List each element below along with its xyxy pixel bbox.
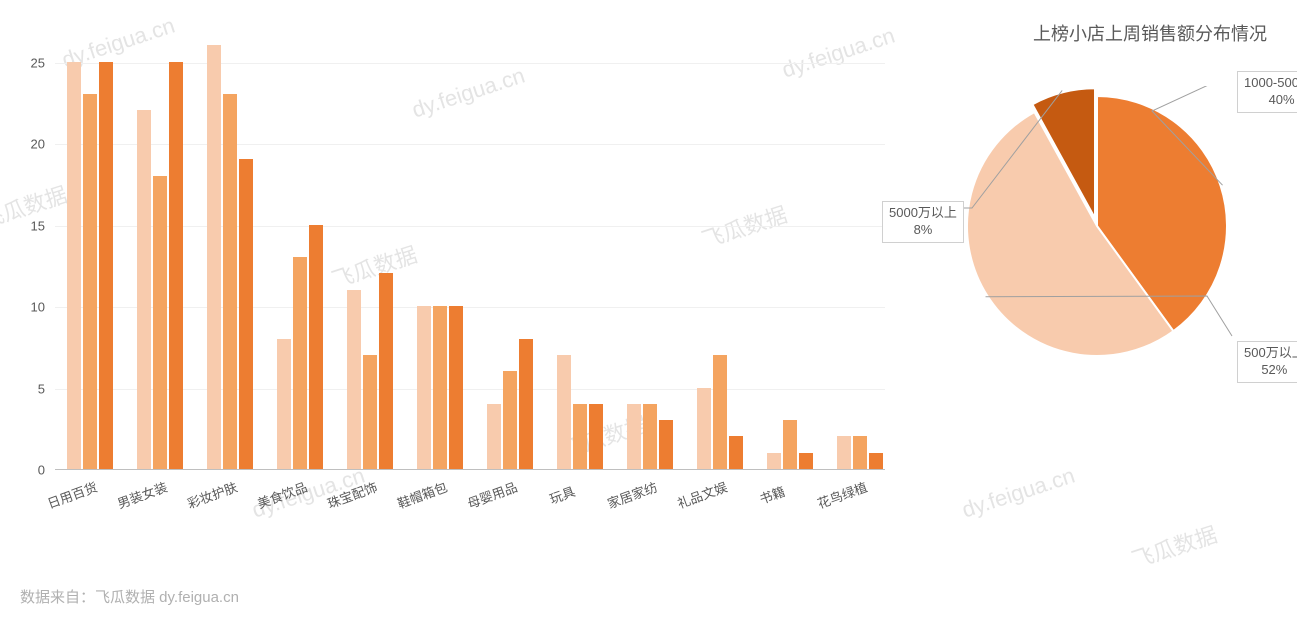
bar [207,45,221,469]
bar [869,453,883,469]
footer-attribution: 数据来自：飞瓜数据 dy.feigua.cn [20,586,239,607]
bar [153,176,167,469]
bar [449,306,463,469]
y-tick: 5 [38,381,45,396]
bar [837,436,851,469]
bar [169,62,183,469]
bar [799,453,813,469]
bar [137,110,151,469]
bar [433,306,447,469]
bar [643,404,657,469]
bar [99,62,113,469]
bar-group [347,273,393,469]
plot-area [55,30,885,470]
bar [223,94,237,469]
bar [487,404,501,469]
x-label: 彩妆护肤 [184,477,239,513]
bar-group [277,225,323,469]
bar [853,436,867,469]
x-label: 母婴用品 [464,477,519,513]
bar-group [487,339,533,469]
x-label: 花鸟绿植 [814,477,869,513]
bar [379,273,393,469]
x-label: 礼品文娱 [674,477,729,513]
bar [697,388,711,469]
bar-group [207,45,253,469]
pie-slice-label: 500万以上52% [1237,341,1297,383]
bar-group [137,62,183,469]
pie-chart: 1000-5000万40%500万以上52%5000万以上8% [957,86,1237,366]
bar [83,94,97,469]
bar [347,290,361,469]
bar [589,404,603,469]
bar-group [627,404,673,469]
x-label: 家居家纺 [604,477,659,513]
bar [503,371,517,469]
y-tick: 10 [31,300,45,315]
bar [363,355,377,469]
y-tick: 20 [31,137,45,152]
x-label: 日用百货 [44,477,99,513]
bar [729,436,743,469]
bar-group [417,306,463,469]
bar [277,339,291,469]
bar [239,159,253,469]
bar [557,355,571,469]
x-label: 书籍 [757,481,788,508]
bar [783,420,797,469]
x-label: 男装女装 [114,477,169,513]
bar [293,257,307,469]
pie-svg [957,86,1237,366]
y-tick: 15 [31,218,45,233]
bar-group [697,355,743,469]
pie-title: 上榜小店上周销售额分布情况 [897,20,1277,46]
y-tick: 25 [31,55,45,70]
pie-slice-label: 1000-5000万40% [1237,71,1297,113]
x-label: 珠宝配饰 [324,477,379,513]
bar-group [837,436,883,469]
bar [627,404,641,469]
y-axis: 0510152025 [20,30,50,470]
x-label: 玩具 [547,481,578,508]
bar [573,404,587,469]
bar-group [767,420,813,469]
y-tick: 0 [38,463,45,478]
bar [67,62,81,469]
bar [417,306,431,469]
bar [519,339,533,469]
pie-chart-section: 上榜小店上周销售额分布情况 1000-5000万40%500万以上52%5000… [897,20,1277,580]
bar [309,225,323,469]
pie-slice-label: 5000万以上8% [882,201,964,243]
bar-chart: 0 5 10 15 20 25 日用百货男装女装彩妆护肤美食饮品珠宝配饰鞋帽箱包母婴用品 玩… [20,30,890,530]
bar [767,453,781,469]
x-axis: 日用百货男装女装彩妆护肤美食饮品珠宝配饰鞋帽箱包母婴用品玩具家居家纺礼品文娱书籍… [55,475,885,535]
bar-group [557,355,603,469]
bar [659,420,673,469]
x-label: 美食饮品 [254,477,309,513]
bar [713,355,727,469]
bar-group [67,62,113,469]
x-label: 鞋帽箱包 [394,477,449,513]
